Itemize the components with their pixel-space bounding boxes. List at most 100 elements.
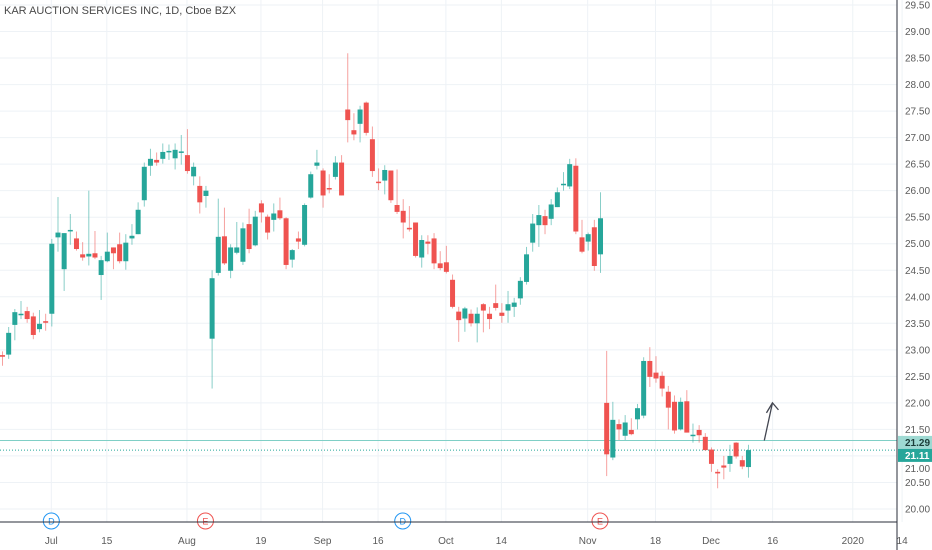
candle-down <box>369 126 375 177</box>
candle-down <box>406 206 412 232</box>
candle-up <box>641 357 647 419</box>
candle-body <box>141 166 147 201</box>
candle-down <box>43 313 49 331</box>
time-tick-label: 14 <box>897 536 909 547</box>
candle-body <box>30 316 36 335</box>
earnings-marker[interactable]: E <box>196 512 214 530</box>
time-tick-label: 18 <box>650 536 662 547</box>
candle-body <box>289 250 295 260</box>
candle-body <box>616 424 622 430</box>
time-axis[interactable]: Jul 15 Aug 19 Sep 16 Oct 14 Nov 18 Dec 16 2020 14 <box>0 521 909 547</box>
candle-body <box>653 372 659 379</box>
candle-body <box>548 204 554 219</box>
candle-body <box>320 170 326 196</box>
candle-body <box>363 102 369 133</box>
candle-body <box>92 253 98 258</box>
price-tick-label: 22.00 <box>905 398 930 409</box>
candle-down <box>345 53 351 143</box>
candle-up <box>517 277 523 305</box>
price-tick-label: 22.50 <box>905 372 930 383</box>
candle-up <box>209 270 215 389</box>
candle-down <box>708 447 714 472</box>
candle-down <box>221 207 227 265</box>
arrow-drawing[interactable] <box>763 402 774 441</box>
earnings-marker[interactable]: E <box>591 512 609 530</box>
horizontal-lines[interactable] <box>0 440 897 451</box>
candle-down <box>258 200 264 223</box>
time-tick-label: Dec <box>702 536 720 547</box>
candle-body <box>197 185 203 203</box>
candle-down <box>647 347 653 387</box>
candle-body <box>129 235 135 239</box>
candle-down <box>702 433 708 451</box>
candle-body <box>209 278 215 339</box>
candle-body <box>554 192 560 208</box>
candle-body <box>659 375 665 389</box>
candle-body <box>0 355 5 357</box>
candle-body <box>302 204 308 245</box>
candle-up <box>55 197 61 252</box>
candle-up <box>172 143 178 170</box>
time-tick-label: 16 <box>373 536 385 547</box>
candle-body <box>665 391 671 408</box>
candle-body <box>394 204 400 212</box>
dividend-marker[interactable]: D <box>42 512 60 530</box>
candle-down <box>450 274 456 309</box>
grid-lines <box>0 0 903 522</box>
candle-body <box>357 109 363 124</box>
candle-down <box>277 197 283 220</box>
candle-body <box>493 303 499 308</box>
candle-body <box>690 434 696 437</box>
dividend-marker[interactable]: D <box>394 512 412 530</box>
candle-up <box>160 143 166 164</box>
candle-down <box>715 469 721 489</box>
dividend-icon <box>42 512 60 530</box>
dividend-icon <box>394 512 412 530</box>
candle-down <box>110 247 116 270</box>
price-tick-label: 21.50 <box>905 425 930 436</box>
candle-up <box>585 232 591 251</box>
event-markers[interactable]: DEDE <box>42 512 609 530</box>
candle-body <box>123 242 129 262</box>
candle-body <box>271 213 277 220</box>
candle-body <box>234 247 240 253</box>
candle-body <box>369 139 375 172</box>
candle-body <box>598 218 604 255</box>
candle-up <box>6 327 12 359</box>
time-tick-label: 15 <box>101 536 113 547</box>
candle-up <box>49 238 55 327</box>
drawings[interactable] <box>763 401 779 441</box>
candle-down <box>400 199 406 239</box>
candle-up <box>123 234 129 270</box>
price-badge-bg <box>898 448 932 462</box>
candle-body <box>499 312 505 316</box>
candle-body <box>708 449 714 464</box>
candle-body <box>154 159 160 163</box>
candle-up <box>141 162 147 207</box>
candle-body <box>376 181 382 184</box>
price-tick-label: 27.50 <box>905 107 930 118</box>
candle-down <box>73 231 79 251</box>
candle-body <box>147 158 153 166</box>
candle-body <box>696 429 702 436</box>
candle-down <box>295 231 301 250</box>
candle-body <box>184 155 190 172</box>
candle-body <box>166 150 172 153</box>
candle-body <box>517 280 523 299</box>
candle-body <box>702 436 708 451</box>
candle-body <box>715 471 721 474</box>
candle-down <box>487 306 493 330</box>
candle-body <box>73 238 79 250</box>
candle-body <box>480 304 486 311</box>
price-axis[interactable]: 29.50 29.00 28.50 28.00 27.50 27.00 26.50 26.00… <box>896 0 932 550</box>
candle-body <box>339 162 345 196</box>
candle-down <box>117 232 123 264</box>
candle-body <box>573 165 579 232</box>
candle-body <box>18 313 24 316</box>
candle-body <box>419 240 425 258</box>
candle-down <box>493 284 499 311</box>
candle-up <box>548 199 554 226</box>
candle-up <box>727 444 733 472</box>
time-tick-label: Aug <box>178 536 196 547</box>
